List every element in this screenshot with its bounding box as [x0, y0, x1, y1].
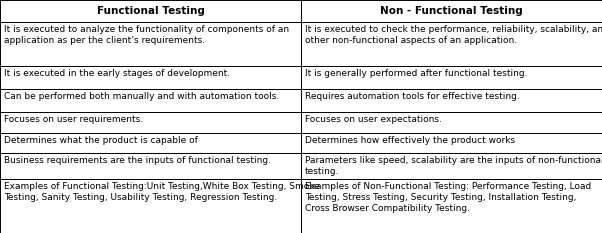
Text: Focuses on user requirements.: Focuses on user requirements.	[4, 115, 143, 124]
Text: Can be performed both manually and with automation tools.: Can be performed both manually and with …	[4, 92, 279, 101]
Bar	[0, 112, 301, 133]
Text: Focuses on user expectations.: Focuses on user expectations.	[305, 115, 442, 124]
Text: It is executed to analyze the functionality of components of an
application as p: It is executed to analyze the functional…	[4, 25, 289, 45]
Bar	[301, 153, 602, 179]
Bar	[0, 133, 301, 153]
Bar	[0, 89, 301, 112]
Text: Non - Functional Testing: Non - Functional Testing	[380, 6, 523, 16]
Bar	[0, 22, 301, 66]
Bar	[301, 0, 602, 22]
Bar	[0, 179, 301, 233]
Text: Examples of Non-Functional Testing: Performance Testing, Load
Testing, Stress Te: Examples of Non-Functional Testing: Perf…	[305, 182, 591, 213]
Bar	[301, 66, 602, 89]
Bar	[0, 153, 301, 179]
Bar	[301, 22, 602, 66]
Text: It is executed in the early stages of development.: It is executed in the early stages of de…	[4, 69, 230, 78]
Text: Examples of Functional Testing:Unit Testing,White Box Testing, Smoke
Testing, Sa: Examples of Functional Testing:Unit Test…	[4, 182, 320, 202]
Bar	[301, 133, 602, 153]
Bar	[301, 112, 602, 133]
Text: Business requirements are the inputs of functional testing.: Business requirements are the inputs of …	[4, 156, 271, 165]
Text: Requires automation tools for effective testing.: Requires automation tools for effective …	[305, 92, 520, 101]
Text: Determines what the product is capable of: Determines what the product is capable o…	[4, 136, 198, 145]
Bar	[301, 179, 602, 233]
Bar	[0, 66, 301, 89]
Bar	[301, 89, 602, 112]
Text: It is generally performed after functional testing.: It is generally performed after function…	[305, 69, 527, 78]
Text: Determines how effectively the product works: Determines how effectively the product w…	[305, 136, 515, 145]
Bar	[0, 0, 301, 22]
Text: It is executed to check the performance, reliability, scalability, and
other non: It is executed to check the performance,…	[305, 25, 602, 45]
Text: Parameters like speed, scalability are the inputs of non-functional
testing.: Parameters like speed, scalability are t…	[305, 156, 602, 176]
Text: Functional Testing: Functional Testing	[96, 6, 205, 16]
